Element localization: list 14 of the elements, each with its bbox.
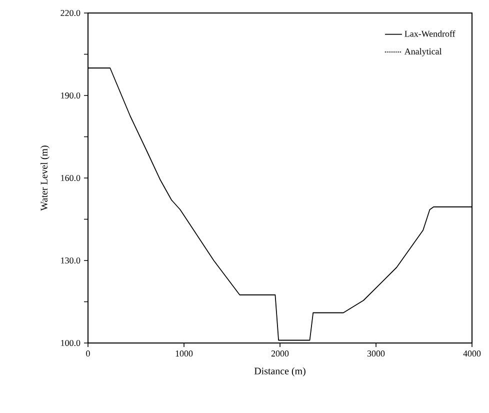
legend-label: Analytical [404, 48, 442, 56]
x-tick-label: 2000 [271, 350, 289, 357]
x-tick-label: 0 [86, 350, 90, 357]
x-tick-label: 3000 [367, 350, 385, 357]
x-axis-title: Distance (m) [254, 367, 306, 376]
y-tick-label: 130.0 [61, 257, 80, 264]
legend-label: Lax-Wendroff [404, 30, 456, 37]
y-tick-label: 100.0 [61, 340, 80, 346]
x-tick-label: 4000 [463, 350, 481, 357]
y-axis-title: Water Level (m) [40, 146, 50, 211]
y-tick-label: 190.0 [61, 92, 80, 99]
y-tick-label: 220.0 [60, 10, 80, 16]
y-tick-label: 160.0 [61, 174, 80, 182]
x-tick-label: 1000 [176, 350, 193, 357]
